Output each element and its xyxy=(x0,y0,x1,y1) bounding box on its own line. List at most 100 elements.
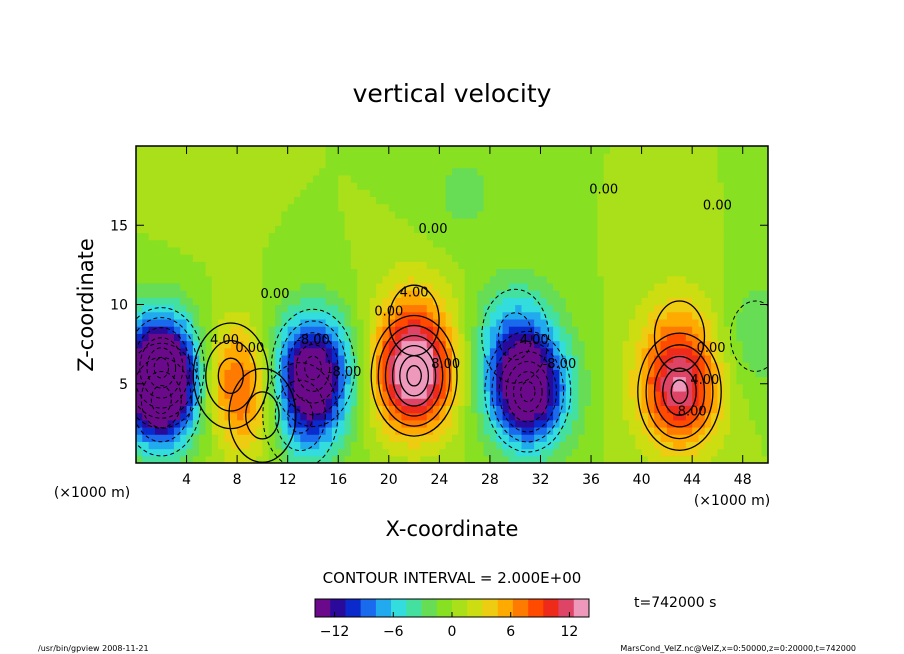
field-cell xyxy=(180,383,188,392)
field-cell xyxy=(230,398,238,406)
field-cell xyxy=(591,210,598,219)
field-cell xyxy=(275,448,282,457)
field-cell xyxy=(211,434,219,442)
field-cell xyxy=(414,196,421,205)
field-cell xyxy=(546,153,554,161)
field-cell xyxy=(610,160,617,169)
field-cell xyxy=(401,311,409,320)
field-cell xyxy=(173,434,181,442)
field-cell xyxy=(692,434,700,442)
field-cell xyxy=(641,412,649,421)
field-cell xyxy=(338,210,346,219)
field-cell xyxy=(458,369,466,378)
field-cell xyxy=(622,333,630,342)
field-cell xyxy=(508,405,516,414)
field-cell xyxy=(470,254,478,262)
field-cell xyxy=(300,146,308,154)
field-cell xyxy=(483,160,491,169)
field-cell xyxy=(218,362,226,370)
field-cell xyxy=(717,254,725,262)
field-cell xyxy=(584,218,592,226)
field-cell xyxy=(603,340,611,349)
field-cell xyxy=(679,254,687,262)
field-cell xyxy=(584,225,592,234)
field-cell xyxy=(192,232,200,241)
field-cell xyxy=(281,354,289,363)
field-cell xyxy=(603,405,611,414)
field-cell xyxy=(338,196,346,205)
field-cell xyxy=(647,246,655,255)
field-cell xyxy=(616,412,624,421)
field-cell xyxy=(591,239,598,248)
field-cell xyxy=(262,369,270,378)
field-cell xyxy=(344,196,352,205)
field-cell xyxy=(603,290,611,298)
field-cell xyxy=(559,210,567,219)
field-cell xyxy=(294,448,301,457)
field-cell xyxy=(508,383,516,392)
field-cell xyxy=(426,225,434,234)
field-cell xyxy=(610,210,617,219)
field-cell xyxy=(755,448,763,457)
field-cell xyxy=(679,390,687,399)
field-cell xyxy=(527,333,535,342)
field-cell xyxy=(647,189,655,198)
field-cell xyxy=(180,282,188,291)
field-cell xyxy=(426,354,434,363)
field-cell xyxy=(350,239,358,248)
field-cell xyxy=(591,304,598,313)
field-cell xyxy=(401,210,409,219)
field-cell xyxy=(622,376,630,385)
field-cell xyxy=(723,239,731,248)
field-cell xyxy=(275,282,282,291)
field-cell xyxy=(388,268,396,277)
field-cell xyxy=(211,275,219,284)
field-cell xyxy=(527,362,535,370)
field-cell xyxy=(388,225,396,234)
field-cell xyxy=(243,347,251,356)
field-cell xyxy=(723,174,731,183)
field-cell xyxy=(477,455,485,463)
field-cell xyxy=(584,326,592,334)
field-cell xyxy=(704,167,712,176)
field-cell xyxy=(692,210,700,219)
field-cell xyxy=(483,246,491,255)
field-cell xyxy=(647,203,655,212)
field-cell xyxy=(641,218,649,226)
field-cell xyxy=(294,376,301,385)
field-cell xyxy=(717,304,725,313)
field-cell xyxy=(287,261,295,270)
field-cell xyxy=(692,376,700,385)
field-cell xyxy=(256,210,263,219)
field-cell xyxy=(527,203,535,212)
field-cell xyxy=(312,383,320,392)
field-cell xyxy=(433,426,440,435)
field-cell xyxy=(161,254,169,262)
field-cell xyxy=(376,311,384,320)
field-cell xyxy=(692,268,700,277)
field-cell xyxy=(395,441,403,450)
field-cell xyxy=(376,340,384,349)
field-cell xyxy=(591,268,598,277)
field-cell xyxy=(192,196,200,205)
field-cell xyxy=(173,225,181,234)
field-cell xyxy=(470,282,478,291)
field-cell xyxy=(382,189,390,198)
field-cell xyxy=(407,282,415,291)
field-cell xyxy=(616,398,624,406)
field-cell xyxy=(167,232,175,241)
field-cell xyxy=(622,340,630,349)
field-cell xyxy=(439,246,447,255)
field-cell xyxy=(742,246,750,255)
field-cell xyxy=(508,376,516,385)
field-cell xyxy=(420,218,428,226)
field-cell xyxy=(496,261,504,270)
field-cell xyxy=(660,160,668,169)
field-cell xyxy=(502,347,510,356)
field-cell xyxy=(508,239,516,248)
field-cell xyxy=(205,419,213,428)
field-cell xyxy=(685,275,693,284)
field-cell xyxy=(736,268,744,277)
field-cell xyxy=(319,189,327,198)
field-cell xyxy=(527,261,535,270)
